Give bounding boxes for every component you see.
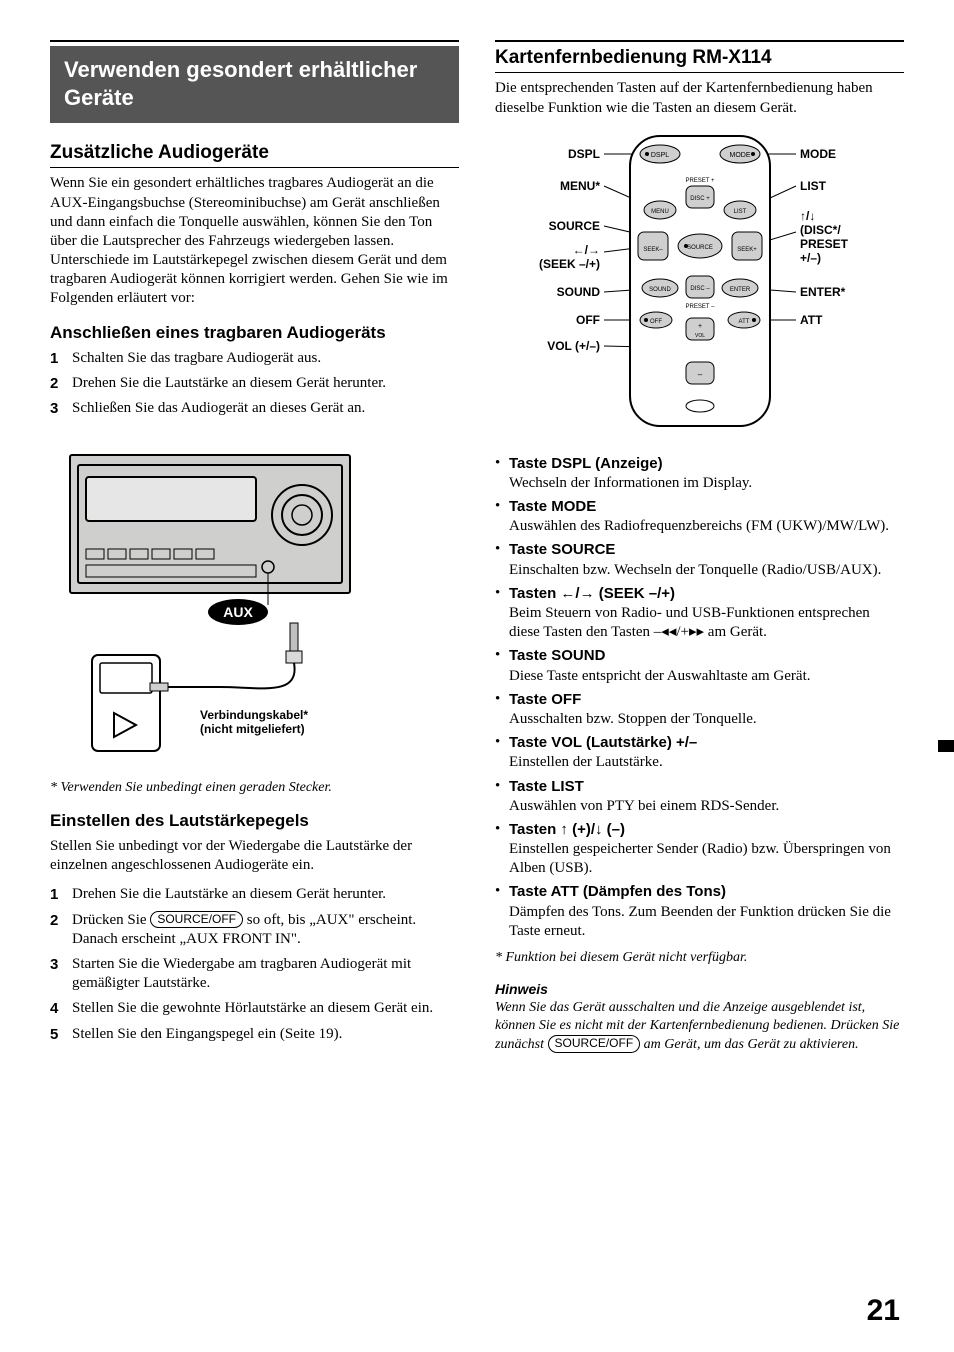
rule-top-right bbox=[495, 40, 904, 42]
rule-under-h2-left bbox=[50, 167, 459, 168]
svg-text:PRESET: PRESET bbox=[800, 237, 849, 251]
svg-text:(SEEK –/+): (SEEK –/+) bbox=[538, 257, 599, 271]
para-zusatz: Wenn Sie ein gesondert erhältliches trag… bbox=[50, 174, 459, 308]
svg-text:MODE: MODE bbox=[729, 152, 750, 159]
bul-sound: Taste SOUNDDiese Taste entspricht der Au… bbox=[495, 646, 904, 685]
bul-dspl: Taste DSPL (Anzeige)Wechseln der Informa… bbox=[495, 454, 904, 493]
bul-seek: Tasten ←/→ (SEEK –/+)Beim Steuern von Ra… bbox=[495, 584, 904, 643]
svg-text:SOUND: SOUND bbox=[649, 287, 671, 293]
vol-step-2: Drücken Sie SOURCE/OFF so oft, bis „AUX"… bbox=[50, 911, 459, 949]
step-3: Schließen Sie das Audiogerät an dieses G… bbox=[50, 399, 459, 418]
svg-text:VOL (+/–): VOL (+/–) bbox=[547, 339, 600, 353]
svg-text:↑/↓: ↑/↓ bbox=[800, 209, 815, 223]
svg-text:SOURCE: SOURCE bbox=[548, 219, 599, 233]
vol-step-1: Drehen Sie die Lautstärke an diesem Gerä… bbox=[50, 885, 459, 904]
svg-text:ENTER: ENTER bbox=[729, 287, 750, 293]
vol-step-3: Starten Sie die Wiedergabe am tragbaren … bbox=[50, 955, 459, 993]
bul-mode: Taste MODEAuswählen des Radiofrequenzber… bbox=[495, 497, 904, 536]
svg-text:MENU*: MENU* bbox=[559, 179, 599, 193]
svg-text:PRESET +: PRESET + bbox=[685, 178, 715, 184]
right-column: Kartenfernbedienung RM-X114 Die entsprec… bbox=[495, 40, 904, 1054]
svg-text:VOL: VOL bbox=[694, 333, 704, 339]
footnote-not-available: * Funktion bei diesem Gerät nicht verfüg… bbox=[495, 949, 904, 967]
rule-under-h2-right bbox=[495, 72, 904, 73]
svg-text:SOUND: SOUND bbox=[556, 285, 600, 299]
steps-volume: Drehen Sie die Lautstärke an diesem Gerä… bbox=[50, 885, 459, 1043]
button-descriptions: Taste DSPL (Anzeige)Wechseln der Informa… bbox=[495, 454, 904, 941]
svg-text:←/→: ←/→ bbox=[572, 243, 599, 257]
svg-text:LIST: LIST bbox=[733, 209, 746, 215]
source-off-button-label-2: SOURCE/OFF bbox=[548, 1035, 641, 1053]
bul-list: Taste LISTAuswählen von PTY bei einem RD… bbox=[495, 777, 904, 816]
svg-text:OFF: OFF bbox=[650, 319, 662, 325]
vol-step-5: Stellen Sie den Eingangspegel ein (Seite… bbox=[50, 1025, 459, 1044]
svg-text:(DISC*/: (DISC*/ bbox=[800, 223, 841, 237]
note-body: Wenn Sie das Gerät ausschalten und die A… bbox=[495, 999, 904, 1055]
heading-remote: Kartenfernbedienung RM-X114 bbox=[495, 46, 904, 70]
bul-source: Taste SOURCEEinschalten bzw. Wechseln de… bbox=[495, 540, 904, 579]
rule-top-left bbox=[50, 40, 459, 42]
subheading-anschliessen: Anschließen eines tragbaren Audiogeräts bbox=[50, 323, 459, 343]
vol-step-4: Stellen Sie die gewohnte Hörlautstärke a… bbox=[50, 999, 459, 1018]
svg-text:SEEK+: SEEK+ bbox=[737, 247, 757, 253]
svg-text:–: – bbox=[697, 370, 702, 379]
svg-text:DSPL: DSPL bbox=[567, 147, 599, 161]
svg-text:+/–): +/–) bbox=[800, 251, 821, 265]
svg-text:DISC –: DISC – bbox=[690, 286, 710, 292]
svg-text:DSPL: DSPL bbox=[650, 152, 668, 159]
note-heading: Hinweis bbox=[495, 981, 904, 999]
svg-text:MENU: MENU bbox=[651, 209, 669, 215]
cable-caption-1: Verbindungskabel* bbox=[200, 708, 308, 722]
para-remote-intro: Die entsprechenden Tasten auf der Karten… bbox=[495, 79, 904, 117]
step-2: Drehen Sie die Lautstärke an diesem Gerä… bbox=[50, 374, 459, 393]
svg-text:SOURCE: SOURCE bbox=[687, 245, 713, 251]
svg-text:MODE: MODE bbox=[800, 147, 836, 161]
svg-text:+: + bbox=[697, 323, 701, 330]
bul-vol: Taste VOL (Lautstärke) +/–Einstellen der… bbox=[495, 733, 904, 772]
source-off-button-label: SOURCE/OFF bbox=[150, 911, 243, 929]
step-1: Schalten Sie das tragbare Audiogerät aus… bbox=[50, 349, 459, 368]
remote-diagram: DSPL MENU* SOURCE ←/→ (SEEK –/+) SOUND O… bbox=[500, 128, 900, 438]
svg-text:ATT: ATT bbox=[738, 319, 749, 325]
section-banner: Verwenden gesondert erhältlicher Geräte bbox=[50, 46, 459, 123]
page-number: 21 bbox=[867, 1292, 900, 1330]
footnote-plug: * Verwenden Sie unbedingt einen geraden … bbox=[50, 779, 459, 797]
bul-att: Taste ATT (Dämpfen des Tons)Dämpfen des … bbox=[495, 882, 904, 941]
left-column: Verwenden gesondert erhältlicher Geräte … bbox=[50, 40, 459, 1054]
edge-tab-marker bbox=[938, 740, 954, 752]
svg-text:ENTER*: ENTER* bbox=[800, 285, 846, 299]
para-volume-pre: Stellen Sie unbedingt vor der Wiedergabe… bbox=[50, 837, 459, 875]
cable-caption-2: (nicht mitgeliefert) bbox=[200, 722, 305, 736]
svg-text:DISC +: DISC + bbox=[690, 196, 710, 202]
bul-arrows: Tasten ↑ (+)/↓ (–)Einstellen gespeichert… bbox=[495, 820, 904, 879]
steps-connect: Schalten Sie das tragbare Audiogerät aus… bbox=[50, 349, 459, 419]
aux-label: AUX bbox=[223, 604, 253, 620]
svg-text:SEEK–: SEEK– bbox=[643, 247, 663, 253]
aux-diagram: AUX Verbindungskabel* (nicht mitgeliefer… bbox=[50, 437, 370, 757]
svg-text:PRESET –: PRESET – bbox=[685, 304, 715, 310]
heading-zusatz: Zusätzliche Audiogeräte bbox=[50, 141, 459, 165]
bul-off: Taste OFFAusschalten bzw. Stoppen der To… bbox=[495, 690, 904, 729]
svg-text:LIST: LIST bbox=[800, 179, 827, 193]
svg-text:ATT: ATT bbox=[800, 313, 823, 327]
svg-text:OFF: OFF bbox=[576, 313, 600, 327]
subheading-volume: Einstellen des Lautstärkepegels bbox=[50, 811, 459, 831]
